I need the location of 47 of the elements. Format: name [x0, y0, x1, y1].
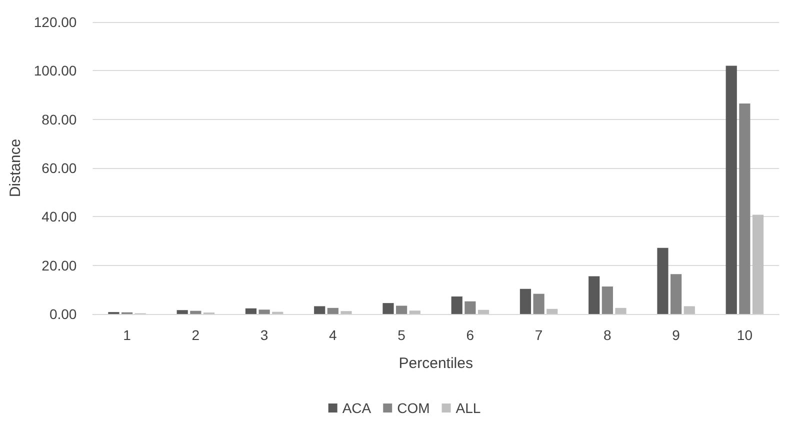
y-tick-label: 100.00: [34, 62, 77, 79]
y-tick-label: 20.00: [42, 257, 77, 274]
x-tick-label: 7: [534, 327, 543, 343]
x-tick-label: 10: [736, 327, 753, 343]
x-tick-label: 2: [192, 327, 200, 343]
bar: [726, 66, 737, 314]
y-tick-label: 80.00: [42, 111, 77, 128]
bar: [464, 301, 476, 314]
bar: [615, 308, 626, 314]
bar: [739, 104, 750, 314]
y-tick-label: 40.00: [42, 208, 77, 225]
bar: [382, 303, 394, 314]
x-axis-title: Percentiles: [398, 355, 473, 372]
y-tick-label: 60.00: [42, 160, 77, 176]
x-tick-label: 9: [672, 327, 680, 343]
bar: [258, 310, 270, 314]
bar: [327, 308, 338, 314]
bar: [396, 306, 408, 314]
bar: [245, 308, 257, 314]
bar: [190, 310, 202, 314]
legend-label: ALL: [456, 400, 481, 416]
x-tick-label: 3: [260, 327, 268, 343]
bar: [340, 311, 352, 314]
bar: [546, 308, 558, 314]
bar: [409, 310, 420, 314]
bar: [520, 288, 532, 314]
bar: [176, 310, 188, 314]
x-tick-label: 5: [398, 327, 406, 343]
bar: [451, 296, 462, 314]
legend-label: ACA: [342, 400, 372, 416]
bar: [684, 306, 695, 314]
y-tick-label: 120.00: [34, 14, 77, 30]
bar: [602, 286, 613, 314]
y-axis-title: Distance: [7, 138, 24, 198]
legend-label: COM: [397, 400, 430, 416]
x-tick-label: 8: [604, 327, 612, 343]
bar: [533, 294, 544, 314]
bar: [752, 214, 764, 314]
y-tick-label: 0.00: [49, 306, 77, 322]
x-tick-label: 6: [466, 327, 474, 343]
bar: [670, 274, 682, 314]
bar: [478, 310, 490, 314]
x-tick-label: 4: [329, 327, 338, 343]
bar: [657, 248, 668, 314]
bar: [588, 276, 600, 314]
bar: [314, 306, 326, 314]
x-tick-label: 1: [123, 327, 132, 343]
